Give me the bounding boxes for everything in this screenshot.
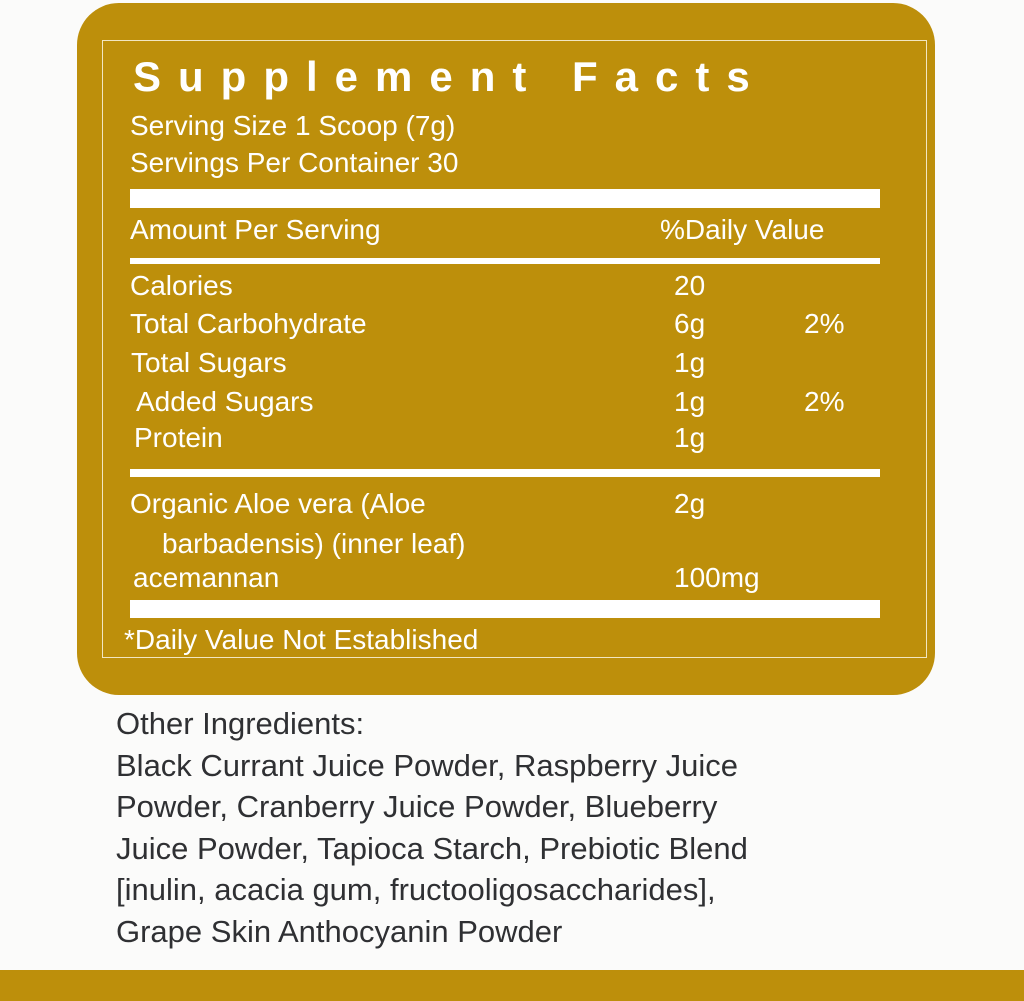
supplement-facts-panel: Supplement Facts Serving Size 1 Scoop (7… <box>77 3 935 695</box>
nutrient-name: Total Carbohydrate <box>130 308 367 339</box>
label-title: Supplement Facts <box>133 53 767 100</box>
nutrient-dv: 2% <box>804 386 845 417</box>
thick-divider-bottom <box>130 600 880 618</box>
nutrient-amount: 1g <box>674 422 706 453</box>
serving-size: Serving Size 1 Scoop (7g) <box>130 110 456 141</box>
daily-value-header: %Daily Value <box>660 214 825 245</box>
nutrient-name: Total Sugars <box>131 347 287 378</box>
nutrient-name: Calories <box>130 270 233 301</box>
nutrient-amount: 20 <box>674 270 706 301</box>
other-ingredients: Other Ingredients: Black Currant Juice P… <box>116 703 976 952</box>
ingredient-name-line2: barbadensis) (inner leaf) <box>162 528 466 559</box>
divider-header <box>130 258 880 264</box>
ingredient-amount: 100mg <box>674 562 760 593</box>
amount-per-serving-header: Amount Per Serving <box>130 214 381 245</box>
other-ingredients-line: Black Currant Juice Powder, Raspberry Ju… <box>116 747 738 783</box>
inner-border-frame <box>102 40 927 658</box>
nutrient-name: Protein <box>134 422 223 453</box>
bottom-gold-band <box>0 970 1024 1001</box>
footnote: *Daily Value Not Established <box>124 624 479 655</box>
nutrient-amount: 6g <box>674 308 706 339</box>
servings-per-container: Servings Per Container 30 <box>130 147 459 178</box>
ingredient-amount: 2g <box>674 488 706 519</box>
nutrient-dv: 2% <box>804 308 845 339</box>
nutrient-amount: 1g <box>674 347 706 378</box>
ingredient-name-line1: Organic Aloe vera (Aloe <box>130 488 426 519</box>
other-ingredients-line: Grape Skin Anthocyanin Powder <box>116 913 563 949</box>
nutrient-name: Added Sugars <box>136 386 314 417</box>
nutrient-amount: 1g <box>674 386 706 417</box>
other-ingredients-line: [inulin, acacia gum, fructooligosacchari… <box>116 872 716 907</box>
other-ingredients-heading: Other Ingredients: <box>116 706 365 741</box>
ingredient-name: acemannan <box>133 562 280 593</box>
other-ingredients-line: Powder, Cranberry Juice Powder, Blueberr… <box>116 789 718 824</box>
other-ingredients-line: Juice Powder, Tapioca Starch, Prebiotic … <box>116 830 748 866</box>
divider-nutrients <box>130 469 880 477</box>
thick-divider-top <box>130 189 880 208</box>
